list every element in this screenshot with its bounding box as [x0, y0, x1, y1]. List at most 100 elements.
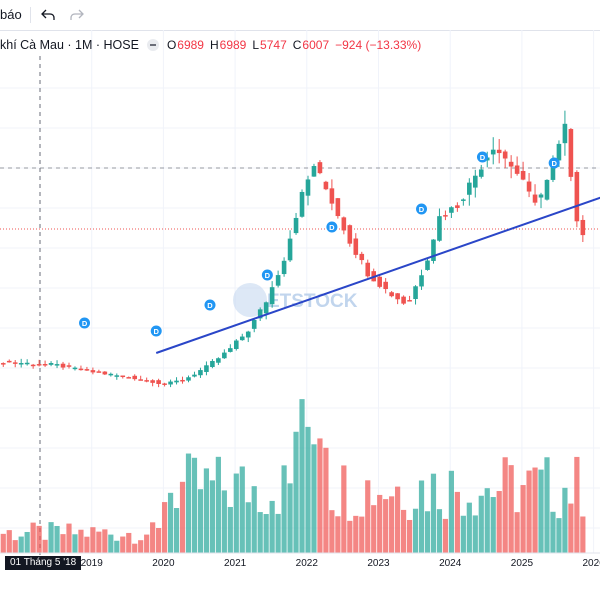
candle-body	[467, 182, 472, 195]
volume-bar	[227, 506, 233, 553]
volume-bar	[191, 457, 198, 553]
volume-bar	[418, 480, 425, 553]
volume-bar	[556, 518, 562, 553]
volume-bar	[436, 509, 443, 553]
dividend-marker-label: D	[82, 319, 88, 328]
x-tick-label: 2021	[224, 558, 247, 569]
dividend-marker-icon	[261, 269, 273, 281]
candle-body	[532, 194, 538, 203]
candle-body	[210, 361, 215, 368]
candle-body	[419, 275, 424, 287]
candle-body	[544, 179, 550, 200]
candle-body	[311, 166, 317, 177]
candle-body	[96, 371, 102, 373]
volume-bar	[251, 486, 257, 553]
candle-body	[359, 253, 365, 261]
redo-icon[interactable]	[66, 4, 88, 26]
volume-bar	[508, 465, 514, 553]
volume-bar	[317, 438, 323, 553]
candle-body	[395, 293, 400, 300]
candle-body	[389, 292, 394, 297]
candle-body	[102, 371, 108, 375]
candle-body	[556, 143, 562, 161]
candle-body	[550, 161, 556, 180]
candle-body	[126, 377, 132, 379]
volume-bar	[574, 456, 580, 553]
candle-body	[472, 175, 478, 188]
volume-bar	[412, 508, 419, 553]
candle-body	[228, 348, 233, 352]
volume-bar	[173, 508, 180, 553]
volume-bar	[406, 519, 413, 553]
candle-body	[245, 331, 251, 338]
volume-bar	[460, 515, 466, 553]
x-tick-label: 2019	[81, 558, 104, 569]
collapse-legend-icon[interactable]	[146, 39, 159, 51]
candle-body	[138, 379, 143, 381]
volume-bar	[472, 515, 478, 553]
toolbar-divider	[30, 7, 31, 23]
volume-bar	[532, 467, 538, 553]
volume-bar	[42, 539, 48, 553]
dividend-marker-label: D	[329, 223, 335, 232]
candle-body	[156, 380, 161, 384]
candle-body	[144, 380, 149, 382]
volume-bar	[24, 531, 30, 553]
volume-bar	[395, 486, 401, 553]
x-tick-label: 2026	[582, 558, 600, 569]
candle-body	[455, 205, 460, 208]
candle-body	[341, 217, 347, 231]
undo-icon[interactable]	[37, 4, 59, 26]
volume-bar	[66, 523, 72, 553]
volume-bar	[377, 494, 383, 553]
candle-body	[6, 360, 12, 363]
volume-bar	[353, 515, 359, 553]
candle-body	[30, 364, 36, 367]
candle-body	[78, 368, 84, 371]
candle-body	[520, 170, 526, 180]
dividend-marker-icon	[476, 151, 488, 163]
volume-bar	[156, 528, 162, 553]
volume-bar	[538, 469, 544, 553]
volume-bar	[371, 505, 377, 553]
candle-body	[365, 262, 371, 277]
volume-bar	[305, 426, 311, 553]
x-tick-label: 2023	[367, 558, 390, 569]
candle-body	[514, 165, 520, 174]
low-label: L	[252, 38, 260, 52]
symbol-title[interactable]: khí Cà Mau · 1M · HOSE	[0, 38, 139, 52]
candle-body	[186, 377, 191, 381]
dividend-marker-label: D	[551, 159, 557, 168]
volume-bar	[550, 511, 556, 553]
watermark-logo-icon	[233, 283, 267, 317]
volume-bar	[203, 468, 210, 553]
volume-bar	[30, 522, 36, 553]
volume-bar	[6, 530, 12, 553]
dividend-marker-icon	[548, 157, 560, 169]
high-label: H	[209, 38, 219, 52]
candle-body	[239, 336, 245, 341]
volume-bar	[72, 534, 78, 553]
candle-body	[168, 381, 173, 385]
dividend-marker-label: D	[419, 205, 425, 214]
dividend-marker-label: D	[480, 153, 486, 162]
close-value: 6007	[302, 38, 330, 52]
volume-bar	[161, 502, 168, 553]
candle-body	[192, 374, 197, 377]
candle-body	[299, 191, 305, 217]
volume-bar	[430, 473, 437, 553]
candle-body	[407, 300, 412, 302]
candle-body	[401, 296, 406, 304]
candle-body	[287, 238, 293, 261]
volume-bar	[496, 491, 502, 553]
candle-body	[60, 363, 66, 368]
volume-bar	[138, 540, 144, 553]
toolbar-partial-label[interactable]: báo	[0, 7, 22, 22]
volume-bar	[490, 497, 496, 553]
volume-bar	[580, 516, 586, 553]
open-label: O	[166, 38, 177, 52]
candle-body	[269, 287, 275, 305]
candle-body	[478, 169, 484, 177]
x-tick-label: 2022	[296, 558, 319, 569]
